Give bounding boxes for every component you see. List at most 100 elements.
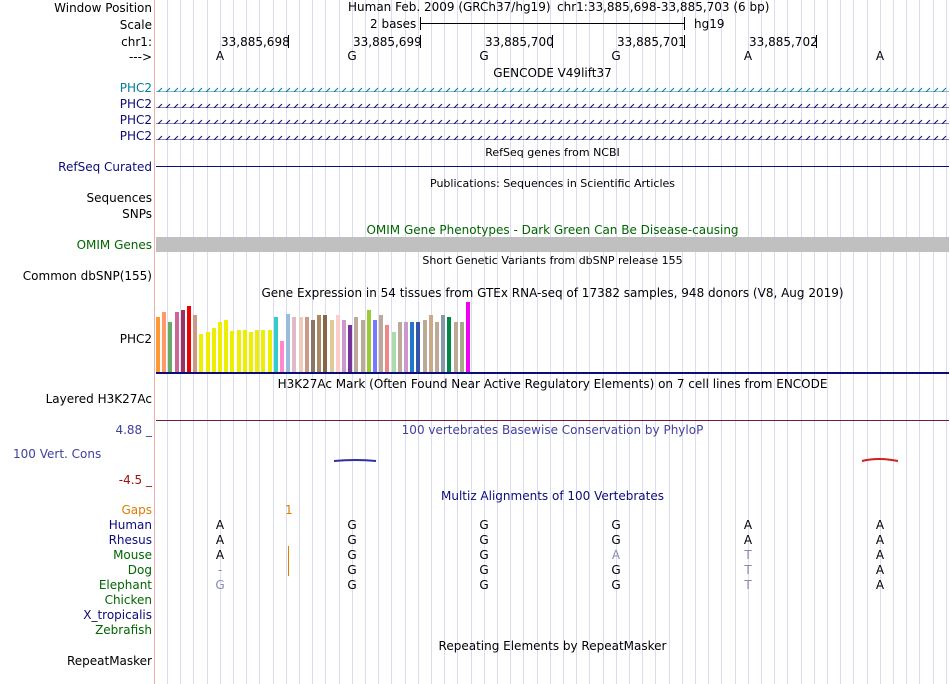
alignment-base: A (215, 533, 225, 547)
gtex-tissue-bar[interactable] (162, 312, 166, 372)
window-position-value[interactable]: chr1:33,885,698-33,885,703 (6 bp) (557, 0, 770, 14)
phylop-label[interactable]: 100 Vert. Cons (13, 447, 102, 461)
species-label-dog[interactable]: Dog (127, 563, 152, 577)
gtex-tissue-bar[interactable] (361, 320, 365, 372)
alignment-base: G (347, 518, 357, 532)
phylop-track-title: 100 vertebrates Basewise Conservation by… (401, 423, 704, 437)
gtex-tissue-bar[interactable] (243, 330, 247, 372)
refseq-label[interactable]: RefSeq Curated (58, 160, 152, 174)
gtex-tissue-bar[interactable] (274, 317, 278, 372)
grid-line (893, 0, 894, 684)
gencode-transcript-2[interactable] (156, 98, 949, 108)
gencode-transcript-1[interactable] (156, 82, 949, 92)
gtex-tissue-bar[interactable] (342, 320, 346, 372)
species-label-human[interactable]: Human (108, 518, 152, 532)
gtex-tissue-bar[interactable] (249, 332, 253, 372)
gtex-tissue-bar[interactable] (429, 315, 433, 372)
alignment-base: G (479, 548, 489, 562)
omim-label[interactable]: OMIM Genes (76, 238, 152, 252)
gtex-tissue-bar[interactable] (255, 330, 259, 372)
gtex-tissue-bar[interactable] (181, 310, 185, 372)
gtex-tissue-bar[interactable] (218, 322, 222, 372)
species-label-rhesus[interactable]: Rhesus (108, 533, 152, 547)
gtex-tissue-bar[interactable] (410, 322, 414, 372)
gtex-bar-chart[interactable] (156, 302, 949, 372)
grid-line (523, 0, 524, 684)
gtex-tissue-bar[interactable] (286, 314, 290, 372)
seq-base: A (875, 49, 885, 63)
gaps-label[interactable]: Gaps (121, 503, 152, 517)
grid-line (352, 0, 353, 684)
gtex-tissue-bar[interactable] (404, 322, 408, 372)
window-position-label: Window Position (54, 1, 152, 15)
grid-line (537, 0, 538, 684)
gtex-tissue-bar[interactable] (367, 310, 371, 372)
gtex-tissue-bar[interactable] (206, 332, 210, 372)
gtex-tissue-bar[interactable] (224, 320, 228, 372)
gtex-tissue-bar[interactable] (323, 315, 327, 372)
gtex-tissue-bar[interactable] (299, 317, 303, 372)
gtex-label[interactable]: PHC2 (119, 332, 152, 346)
gtex-tissue-bar[interactable] (168, 322, 172, 372)
gencode-transcript-4[interactable] (156, 130, 949, 140)
species-label-mouse[interactable]: Mouse (113, 548, 152, 562)
gtex-tissue-bar[interactable] (317, 315, 321, 372)
gtex-tissue-bar[interactable] (398, 322, 402, 372)
gtex-tissue-bar[interactable] (354, 317, 358, 372)
species-label-x_tropicalis[interactable]: X_tropicalis (83, 608, 152, 622)
grid-line (748, 0, 749, 684)
gtex-tissue-bar[interactable] (447, 317, 451, 372)
gtex-tissue-bar[interactable] (187, 306, 191, 372)
gtex-tissue-bar[interactable] (466, 302, 470, 372)
species-label-elephant[interactable]: Elephant (98, 578, 152, 592)
gtex-tissue-bar[interactable] (311, 320, 315, 372)
gtex-tissue-bar[interactable] (292, 317, 296, 372)
gtex-tissue-bar[interactable] (230, 331, 234, 372)
gtex-tissue-bar[interactable] (212, 328, 216, 372)
repeatmasker-label[interactable]: RepeatMasker (66, 654, 152, 668)
coord-tick (552, 35, 553, 48)
gtex-tissue-bar[interactable] (348, 325, 352, 372)
gtex-tissue-bar[interactable] (268, 330, 272, 372)
gtex-tissue-bar[interactable] (237, 330, 241, 372)
gencode-label-3[interactable]: PHC2 (119, 113, 152, 127)
gtex-tissue-bar[interactable] (193, 315, 197, 372)
gtex-tissue-bar[interactable] (373, 320, 377, 372)
grid-line (484, 0, 485, 684)
gtex-tissue-bar[interactable] (199, 334, 203, 372)
grid-line (563, 0, 564, 684)
gtex-tissue-bar[interactable] (379, 315, 383, 372)
gtex-tissue-bar[interactable] (280, 341, 284, 372)
gtex-tissue-bar[interactable] (156, 317, 160, 372)
grid-line (550, 0, 551, 684)
gencode-label-4[interactable]: PHC2 (119, 129, 152, 143)
publications-sequences-label[interactable]: Sequences (86, 191, 152, 205)
omim-gene-bar[interactable] (156, 237, 949, 252)
gtex-tissue-bar[interactable] (416, 322, 420, 372)
gtex-tissue-bar[interactable] (423, 320, 427, 372)
refseq-gene-line[interactable] (156, 166, 949, 167)
gtex-tissue-bar[interactable] (392, 332, 396, 372)
alignment-base: A (743, 533, 753, 547)
gtex-tissue-bar[interactable] (454, 322, 458, 372)
species-label-chicken[interactable]: Chicken (104, 593, 152, 607)
gap-insertion-line (288, 546, 289, 576)
dbsnp-label[interactable]: Common dbSNP(155) (22, 269, 152, 283)
gtex-tissue-bar[interactable] (385, 325, 389, 372)
gtex-tissue-bar[interactable] (435, 322, 439, 372)
gencode-label-2[interactable]: PHC2 (119, 97, 152, 111)
h3k27ac-label[interactable]: Layered H3K27Ac (45, 392, 152, 406)
gtex-tissue-bar[interactable] (261, 330, 265, 372)
gtex-tissue-bar[interactable] (441, 315, 445, 372)
gtex-tissue-bar[interactable] (305, 317, 309, 372)
gtex-tissue-bar[interactable] (330, 320, 334, 372)
publications-snps-label[interactable]: SNPs (122, 207, 152, 221)
alignment-base: G (479, 533, 489, 547)
chrom-label: chr1: (121, 35, 152, 49)
gencode-transcript-3[interactable] (156, 114, 949, 124)
species-label-zebrafish[interactable]: Zebrafish (95, 623, 152, 637)
gtex-tissue-bar[interactable] (175, 312, 179, 372)
gtex-tissue-bar[interactable] (460, 322, 464, 372)
gtex-tissue-bar[interactable] (336, 315, 340, 372)
gencode-label-1[interactable]: PHC2 (119, 81, 152, 95)
